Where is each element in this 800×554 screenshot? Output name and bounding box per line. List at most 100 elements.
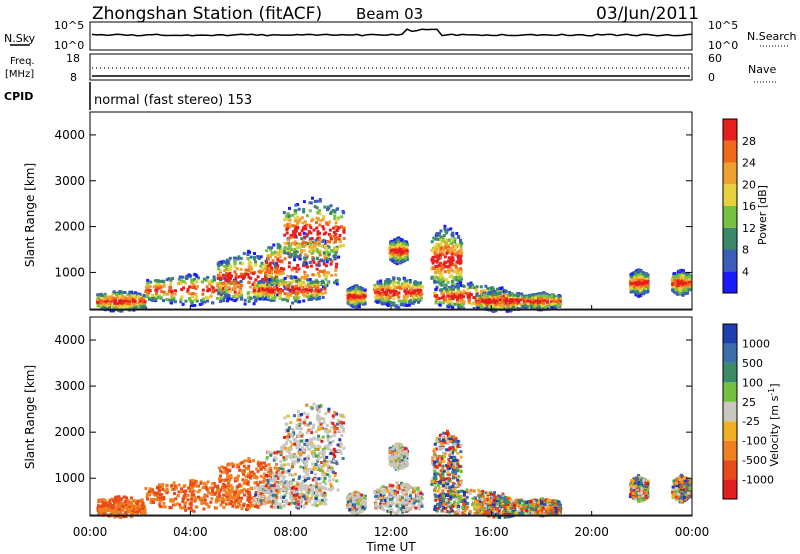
data-cell — [270, 251, 274, 255]
data-cell — [193, 496, 197, 500]
data-cell — [296, 215, 300, 219]
data-cell — [264, 295, 268, 299]
data-cell — [457, 279, 461, 283]
data-cell — [469, 293, 473, 296]
data-cell — [418, 293, 422, 297]
data-cell — [680, 268, 684, 272]
data-cell — [204, 278, 208, 282]
data-cell — [444, 246, 448, 249]
data-cell — [363, 302, 367, 306]
data-cell — [417, 291, 421, 295]
data-cell — [297, 296, 301, 299]
data-cell — [242, 481, 246, 485]
data-cell — [172, 481, 176, 485]
data-cell — [454, 295, 458, 299]
data-cell — [308, 278, 312, 281]
data-cell — [399, 242, 403, 246]
data-cell — [296, 244, 300, 247]
data-cell — [263, 478, 267, 482]
data-cell — [516, 306, 520, 310]
data-cell — [216, 495, 219, 499]
data-cell — [161, 488, 165, 491]
data-cell — [132, 302, 136, 306]
cpid-panel: CPID normal (fast stereo) 153 — [4, 82, 252, 110]
data-cell — [521, 305, 524, 309]
data-cell — [357, 304, 361, 308]
data-cell — [240, 283, 244, 287]
data-cell — [279, 464, 283, 468]
data-cell — [225, 494, 229, 498]
data-cell — [499, 306, 503, 310]
data-cell — [442, 262, 446, 266]
data-cell — [322, 269, 326, 273]
data-cell — [481, 300, 485, 304]
data-cell — [633, 278, 637, 282]
data-cell — [252, 295, 256, 299]
data-cell — [287, 462, 290, 466]
data-cell — [186, 498, 190, 502]
data-cell — [333, 474, 337, 478]
data-cell — [443, 298, 447, 302]
data-cell — [360, 292, 364, 295]
data-cell — [479, 304, 483, 307]
data-cell — [443, 265, 447, 269]
data-cell — [644, 284, 648, 288]
data-cell — [218, 275, 222, 279]
data-cell — [462, 300, 466, 304]
data-cell — [302, 262, 306, 266]
data-cell — [403, 289, 407, 293]
data-cell — [305, 214, 309, 218]
data-cell — [515, 298, 519, 302]
data-cell — [154, 295, 158, 298]
data-cell — [435, 297, 439, 301]
data-cell — [202, 481, 206, 485]
data-cell — [146, 497, 150, 501]
colorbar-tick-label: 12 — [742, 222, 756, 235]
data-cell — [376, 281, 380, 285]
data-cell — [452, 263, 456, 267]
data-cell — [334, 460, 338, 464]
data-cell — [205, 494, 209, 498]
data-cell — [452, 276, 456, 280]
data-cell — [191, 292, 195, 295]
data-cell — [671, 288, 675, 292]
data-cell — [267, 286, 271, 290]
data-cell — [392, 276, 396, 280]
data-cell — [121, 508, 125, 512]
data-cell — [312, 260, 316, 264]
data-cell — [459, 301, 463, 305]
data-cell — [629, 281, 633, 285]
data-cell — [268, 255, 272, 259]
data-cell — [113, 301, 117, 305]
data-cell — [455, 232, 459, 235]
data-cell — [644, 280, 648, 284]
data-cell — [513, 304, 517, 308]
data-cell — [358, 293, 362, 297]
data-cell — [301, 459, 305, 463]
data-cell — [546, 298, 550, 302]
data-cell — [459, 254, 463, 258]
data-cell — [227, 486, 230, 490]
nave-tick-top: 60 — [708, 52, 722, 65]
data-cell — [274, 255, 278, 259]
data-cell — [228, 493, 232, 497]
data-cell — [227, 258, 231, 262]
data-cell — [289, 233, 293, 237]
data-cell — [234, 479, 237, 483]
data-cell — [302, 210, 306, 214]
data-cell — [215, 506, 218, 510]
data-cell — [183, 492, 187, 496]
data-cell — [460, 251, 464, 255]
data-cell — [403, 281, 407, 285]
data-cell — [217, 288, 221, 292]
data-cell — [405, 304, 409, 307]
data-cell — [405, 282, 409, 286]
data-cell — [146, 295, 150, 299]
data-cell — [138, 304, 142, 308]
data-cell — [435, 276, 439, 280]
data-cell — [313, 491, 317, 495]
colorbar-tick-label: 4 — [742, 265, 749, 278]
data-cell — [499, 286, 503, 290]
data-cell — [437, 296, 441, 300]
data-cell — [269, 294, 273, 298]
